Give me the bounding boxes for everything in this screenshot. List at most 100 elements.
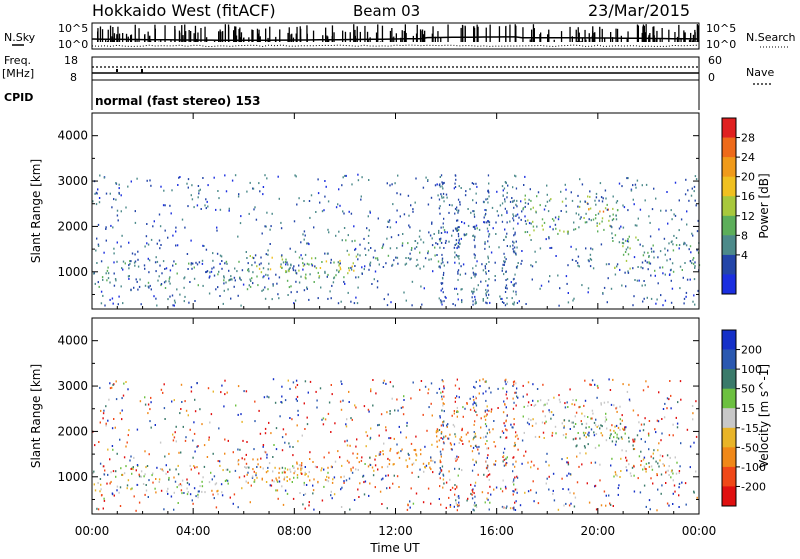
noise-point bbox=[679, 247, 680, 249]
data-point bbox=[299, 282, 300, 284]
nsky-bar bbox=[391, 28, 392, 42]
noise-point bbox=[137, 259, 138, 261]
noise-point bbox=[166, 490, 167, 492]
streak-point bbox=[514, 274, 515, 276]
noise-point bbox=[227, 469, 228, 471]
data-point bbox=[548, 399, 549, 401]
noise-point bbox=[287, 294, 288, 296]
data-point bbox=[594, 200, 595, 202]
data-point bbox=[127, 484, 128, 486]
data-point bbox=[648, 435, 649, 437]
noise-point bbox=[696, 436, 697, 438]
noise-point bbox=[523, 184, 524, 186]
date-title: 23/Mar/2015 bbox=[588, 1, 690, 20]
streak-point bbox=[487, 240, 488, 242]
data-point bbox=[396, 247, 397, 249]
streak-point bbox=[457, 255, 458, 257]
streak-point bbox=[474, 492, 475, 494]
noise-point bbox=[408, 215, 409, 217]
noise-point bbox=[440, 176, 441, 178]
noise-point bbox=[403, 395, 404, 397]
noise-point bbox=[98, 245, 99, 247]
noise-point bbox=[549, 200, 550, 202]
noise-point bbox=[240, 305, 241, 307]
data-point bbox=[223, 275, 224, 277]
noise-point bbox=[664, 403, 665, 405]
noise-point bbox=[205, 271, 206, 273]
noise-point bbox=[587, 203, 588, 205]
streak-point bbox=[489, 302, 490, 304]
noise-point bbox=[597, 387, 598, 389]
data-point bbox=[231, 279, 232, 281]
noise-point bbox=[423, 187, 424, 189]
noise-point bbox=[619, 476, 620, 478]
noise-point bbox=[336, 206, 337, 208]
data-point bbox=[175, 263, 176, 265]
noise-point bbox=[407, 504, 408, 506]
noise-point bbox=[235, 174, 236, 176]
noise-point bbox=[375, 271, 376, 273]
noise-point bbox=[567, 233, 568, 235]
noise-point bbox=[610, 225, 611, 227]
noise-point bbox=[500, 436, 501, 438]
noise-point bbox=[468, 225, 469, 227]
data-point bbox=[672, 473, 673, 475]
data-point bbox=[349, 445, 350, 447]
streak-point bbox=[515, 382, 516, 384]
noise-point bbox=[571, 191, 572, 193]
data-point bbox=[247, 466, 248, 468]
data-point bbox=[168, 477, 169, 479]
data-point bbox=[623, 254, 624, 256]
noise-point bbox=[476, 381, 477, 383]
noise-point bbox=[645, 199, 646, 201]
data-point bbox=[409, 458, 410, 460]
noise-point bbox=[661, 433, 662, 435]
streak-point bbox=[476, 405, 477, 407]
noise-point bbox=[598, 213, 599, 215]
noise-point bbox=[692, 259, 693, 261]
noise-point bbox=[370, 390, 371, 392]
data-point bbox=[389, 459, 390, 461]
noise-point bbox=[180, 452, 181, 454]
noise-point bbox=[282, 449, 283, 451]
data-point bbox=[393, 463, 394, 465]
noise-point bbox=[496, 191, 497, 193]
nsky-bar bbox=[322, 35, 323, 42]
data-point bbox=[312, 492, 313, 494]
data-point bbox=[583, 217, 584, 219]
streak-point bbox=[472, 450, 473, 452]
noise-point bbox=[521, 219, 522, 221]
streak-point bbox=[473, 288, 474, 290]
noise-point bbox=[307, 417, 308, 419]
data-point bbox=[99, 490, 100, 492]
streak-point bbox=[516, 435, 517, 437]
noise-point bbox=[357, 489, 358, 491]
data-point bbox=[588, 426, 589, 428]
streak-point bbox=[507, 415, 508, 417]
noise-point bbox=[692, 412, 693, 414]
noise-point bbox=[669, 380, 670, 382]
data-point bbox=[409, 253, 410, 255]
nsky-bar bbox=[160, 40, 161, 42]
data-point bbox=[327, 472, 328, 474]
data-point bbox=[147, 465, 148, 467]
data-point bbox=[355, 468, 356, 470]
beam-title: Beam 03 bbox=[353, 2, 420, 20]
noise-point bbox=[567, 264, 568, 266]
data-point bbox=[202, 476, 203, 478]
noise-point bbox=[254, 262, 255, 264]
noise-point bbox=[413, 382, 414, 384]
noise-point bbox=[610, 465, 611, 467]
data-point bbox=[95, 283, 96, 285]
noise-point bbox=[502, 270, 503, 272]
noise-point bbox=[645, 284, 646, 286]
streak-point bbox=[476, 504, 477, 506]
streak-point bbox=[505, 279, 506, 281]
noise-point bbox=[646, 506, 647, 508]
x-tick-label: 00:00 bbox=[75, 524, 110, 538]
noise-point bbox=[626, 469, 627, 471]
noise-point bbox=[654, 428, 655, 430]
noise-point bbox=[171, 189, 172, 191]
noise-point bbox=[169, 205, 170, 207]
noise-point bbox=[667, 503, 668, 505]
